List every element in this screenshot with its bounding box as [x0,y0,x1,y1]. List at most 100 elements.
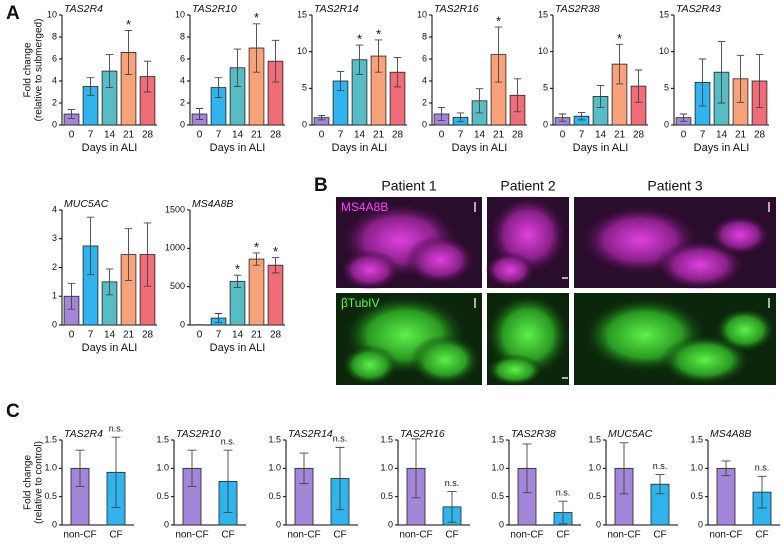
x-tick-label: 21 [123,330,135,341]
y-tick-label: 0.5 [156,491,169,501]
y-tick-label: 0 [180,119,185,129]
error-bar [717,40,726,104]
error-bar [86,77,95,96]
bar-chart: TAS2R38 0 5 10 15 0 7 14 21 28 * Days in ALI [538,3,648,154]
error-bar [475,88,484,114]
bar-chart: TAS2R10 0 2 4 6 8 10 0 7 14 21 28 * Days in ALI [175,3,285,154]
x-tick-label: 28 [633,130,645,141]
chart-title: TAS2R4 [64,3,103,15]
x-axis-label: Days in ALI [332,142,388,154]
y-tick-label: 1.5 [156,434,169,444]
y-tick-label: 0 [596,519,601,529]
error-bar [679,113,688,122]
panel-label: B [314,175,328,196]
error-bar [755,54,764,108]
error-bar [698,58,707,107]
x-tick-label: 28 [754,130,766,141]
error-bar [757,475,767,509]
bar-chart: TAS2R38 0 0.5 1.0 1.5 non-CF CF n.s. [491,428,581,541]
bar-chart: TAS2R14 0 0.5 1.0 1.5 non-CF CF n.s. [268,428,358,541]
x-tick-label: 21 [251,330,263,341]
x-axis-label: Days in ALI [694,142,750,154]
x-tick-label: 14 [104,130,116,141]
y-tick-label: 10 [659,46,669,56]
error-bar [558,500,568,525]
annotation: * [254,10,259,25]
x-tick-label: 28 [392,130,404,141]
error-bar [655,474,665,495]
x-tick-label: 21 [614,130,626,141]
y-tick-label: 5 [302,83,307,93]
error-bar [86,216,95,276]
x-tick-label: 14 [232,130,244,141]
y-tick-label: 1.0 [156,463,169,473]
y-tick-label: 10 [297,46,307,56]
error-bar [214,313,223,324]
error-bar [67,109,76,119]
annotation: n.s. [109,424,124,434]
bar-chart: TAS2R43 0 5 10 15 0 7 14 21 28 Days in ALI [659,3,769,154]
y-axis-label: (relative to submerged) [34,19,45,122]
panel-label: C [6,401,20,422]
y-tick-label: 1.0 [380,463,393,473]
error-bar [271,257,280,274]
bar-chart: TAS2R10 0 0.5 1.0 1.5 non-CF CF n.s. [156,428,246,541]
bar-chart: TAS2R4 0 2 4 6 8 10 0 7 14 21 28 * Days in ALI Fold ch… [23,3,157,154]
y-tick-label: 0 [543,119,548,129]
x-tick-label: non-CF [510,530,543,541]
y-tick-label: 1500 [165,204,185,214]
x-tick-label: 0 [69,130,75,141]
chart-title: TAS2R14 [288,428,333,440]
x-tick-label: 14 [104,330,116,341]
annotation: n.s. [556,488,571,498]
error-bar [596,84,605,108]
y-tick-label: 0 [422,119,427,129]
y-tick-label: 10 [47,9,57,19]
annotation: * [617,31,622,46]
annotation: n.s. [333,434,348,444]
y-tick-label: 0.5 [380,491,393,501]
error-bar [187,449,197,487]
column-header: Patient 1 [381,178,436,194]
micrograph-grid: MS4A8B βTubIV Patient 1 Patient 2 Patien… [336,178,776,386]
y-tick-label: 1.0 [690,463,703,473]
error-bar [252,23,261,73]
scale-bars [474,202,770,379]
column-header: Patient 2 [500,178,555,194]
bar-chart: TAS2R16 0 2 4 6 8 10 0 7 14 21 28 * Days in ALI [417,3,527,154]
annotation: * [126,17,131,32]
error-bar [124,228,133,281]
chart-title: MUC5AC [64,198,109,210]
y-tick-label: 0 [52,119,57,129]
y-tick-label: 4 [52,204,57,214]
y-tick-label: 5 [543,83,548,93]
y-axis-label: Fold change [23,42,34,97]
y-tick-label: 1.5 [380,434,393,444]
y-axis-label: (relative to control) [34,441,45,524]
x-tick-label: CF [109,530,122,541]
bar-chart: TAS2R4 0 0.5 1.0 1.5 non-CF CF n.s. Fold change(… [23,424,134,541]
stain-label: MS4A8B [341,200,388,214]
x-tick-label: non-CF [287,530,320,541]
y-tick-label: 0 [52,519,57,529]
x-tick-label: non-CF [709,530,742,541]
error-bar [252,252,261,266]
x-tick-label: CF [333,530,346,541]
x-tick-label: 28 [142,330,154,341]
y-tick-label: 6 [422,53,427,63]
y-tick-label: 0 [52,319,57,329]
bar-chart: TAS2R14 0 5 10 15 0 7 14 21 28 * * Days in ALI [297,3,407,154]
y-tick-label: 1.0 [491,463,504,473]
error-bar [577,112,586,121]
error-bar [111,436,121,508]
error-bar [615,43,624,85]
bar [716,467,736,526]
y-tick-label: 15 [659,9,669,19]
error-bar [75,449,85,487]
bar [267,264,284,326]
x-axis-label: Days in ALI [82,142,138,154]
error-bar [233,274,242,288]
x-tick-label: non-CF [63,530,96,541]
x-tick-label: 0 [560,130,566,141]
y-tick-label: 0.5 [690,491,703,501]
